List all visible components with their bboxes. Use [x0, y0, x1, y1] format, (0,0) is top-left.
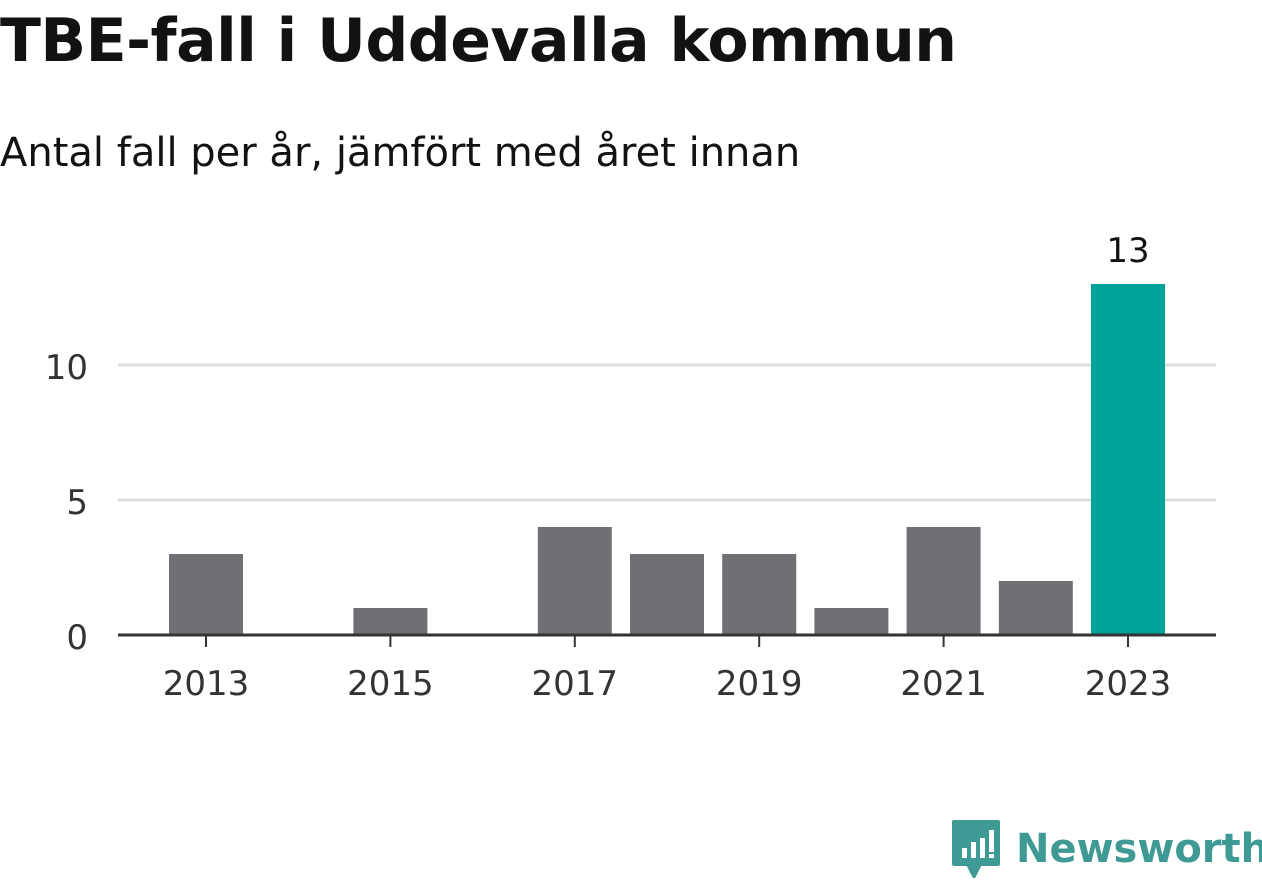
bar: [630, 554, 704, 635]
chart-subtitle: Antal fall per år, jämfört med året inna…: [0, 130, 801, 176]
newsworthy-logo: Newsworthy: [950, 818, 1262, 880]
newsworthy-chart-bubble-icon: [952, 820, 1000, 878]
x-tick-label: 2017: [532, 664, 619, 704]
bar: [1091, 284, 1165, 635]
bar: [537, 527, 612, 635]
y-tick-label: 10: [45, 348, 88, 388]
x-tick-label: 2023: [1085, 664, 1172, 704]
chart-title: TBE-fall i Uddevalla kommun: [0, 6, 957, 76]
bar: [722, 554, 797, 635]
x-tick-label: 2019: [716, 664, 803, 704]
bar: [998, 581, 1073, 635]
bar-chart: 0 5 10 13 2013 2015 2017 2019 2021 2023: [45, 231, 1216, 704]
brand-name: Newsworthy: [1016, 826, 1262, 872]
y-tick-label: 5: [66, 483, 88, 523]
x-tick-label: 2015: [347, 664, 434, 704]
y-tick-label: 0: [66, 618, 88, 658]
bar: [814, 608, 889, 635]
x-tick-label: 2021: [900, 664, 987, 704]
bar: [169, 554, 243, 635]
x-tick-label: 2013: [163, 664, 250, 704]
data-label: 13: [1106, 231, 1149, 271]
bar: [353, 608, 428, 635]
bar: [906, 527, 981, 635]
